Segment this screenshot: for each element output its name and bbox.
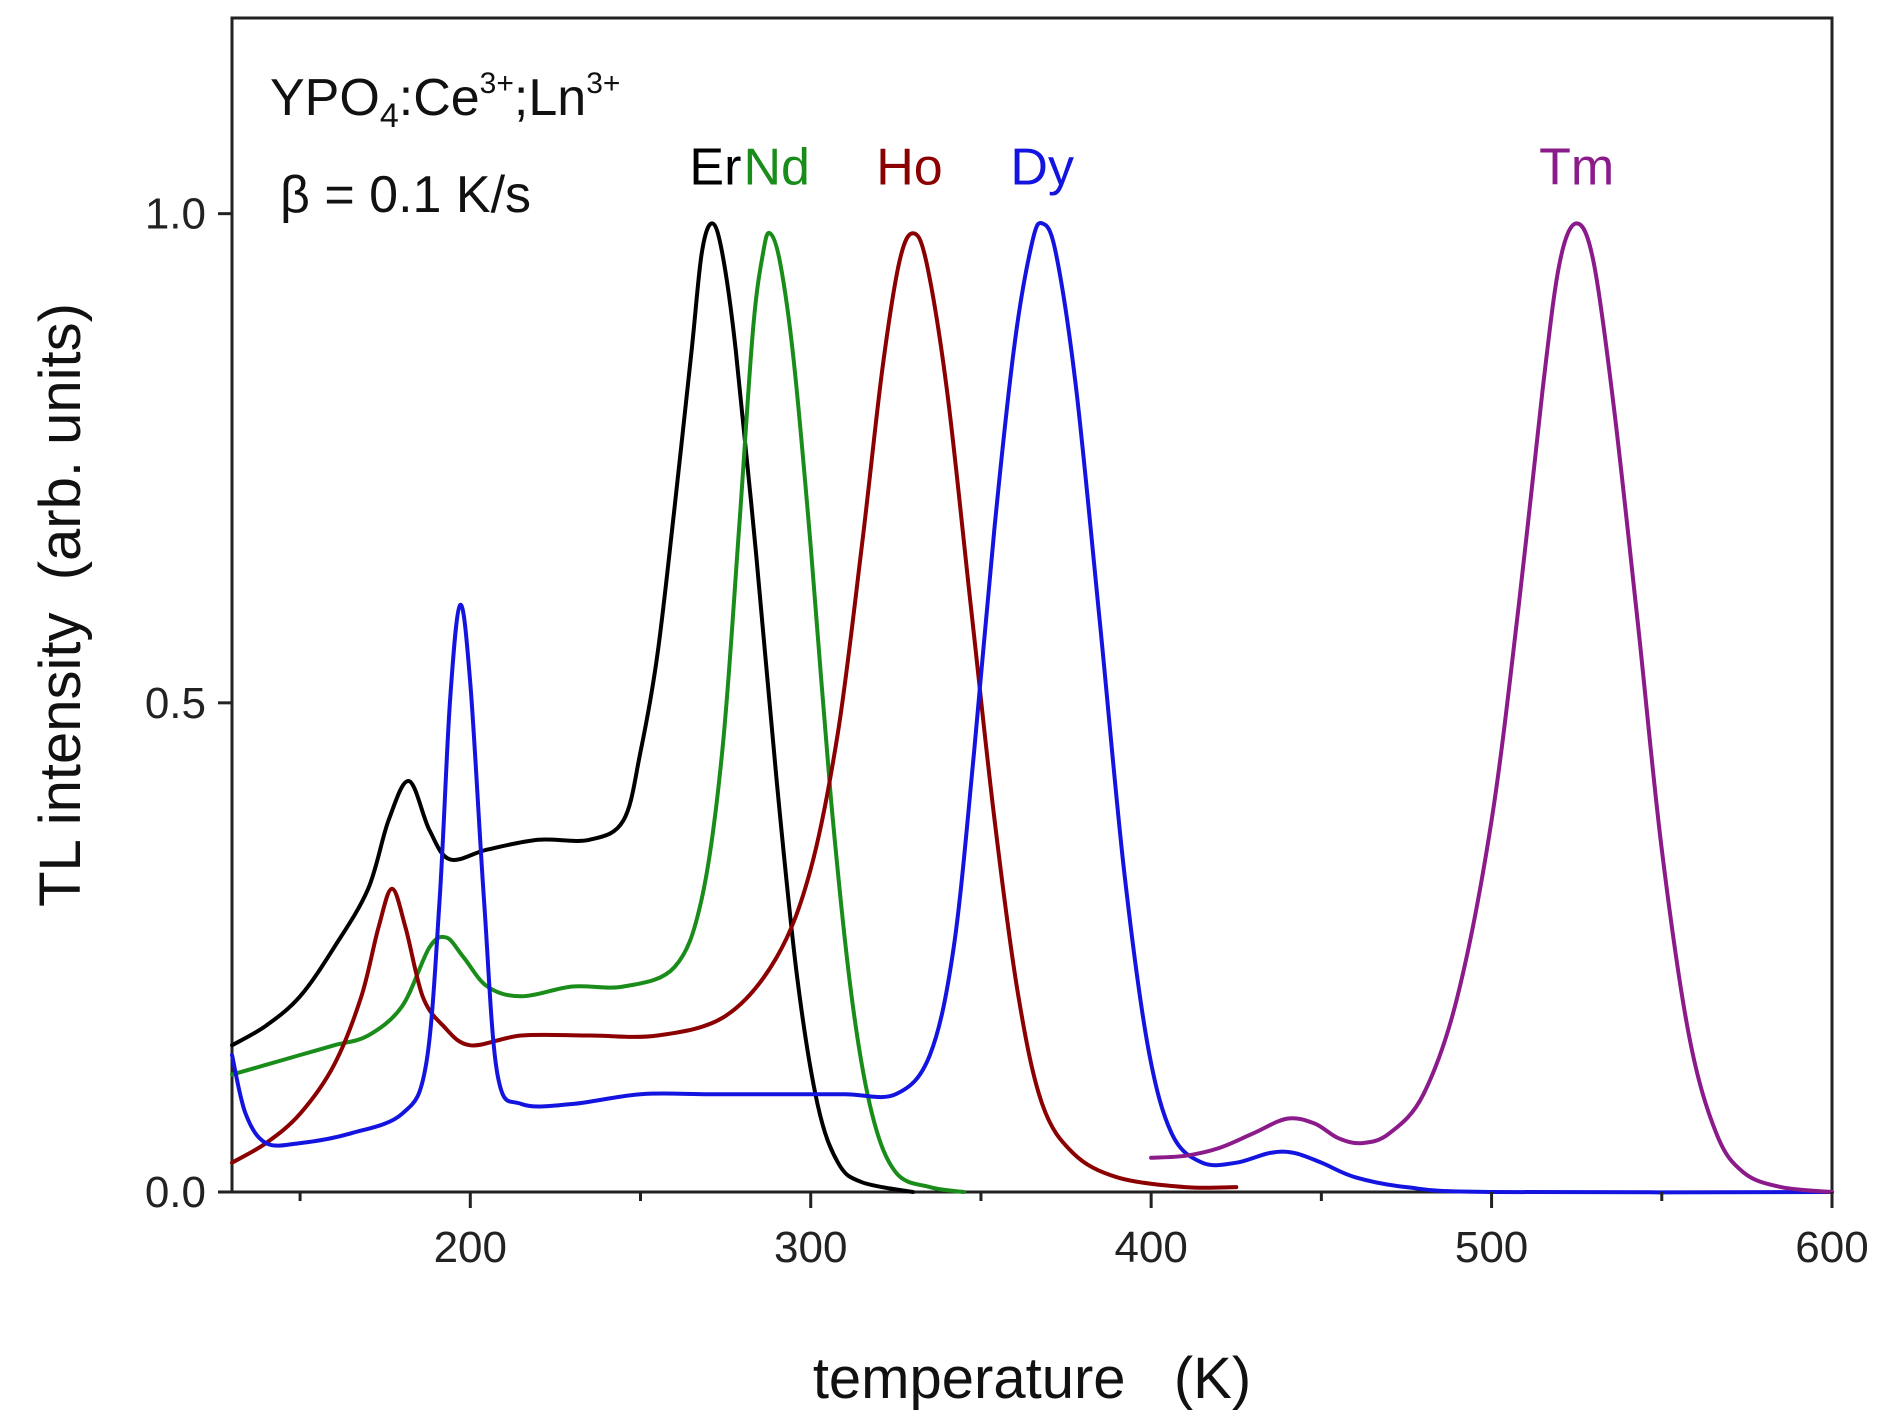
series-line-tm [1149,221,1834,1194]
series-line-ho [230,231,1239,1190]
series-label-nd: Nd [743,138,809,196]
series-label-dy: Dy [1010,138,1074,196]
formula-subscript: 4 [380,97,399,135]
y-axis-title: TL intensity (arb. units) [28,303,93,907]
formula-mid-1: :Ce [399,69,480,127]
x-tick-label: 500 [1455,1223,1528,1272]
formula-superscript-1: 3+ [480,67,514,100]
x-tick-label: 200 [434,1223,507,1272]
formula-superscript-2: 3+ [586,67,620,100]
series-label-tm: Tm [1539,138,1614,196]
x-tick-label: 300 [774,1223,847,1272]
series-line-er [230,221,915,1194]
series-label-er: Er [689,138,741,196]
series-line-nd [230,230,966,1194]
series-line-dy [230,220,1834,1195]
y-tick-label: 1.0 [145,190,206,239]
series-label-ho: Ho [876,138,942,196]
x-axis-title: temperature (K) [813,1346,1251,1411]
y-tick-label: 0.0 [145,1168,206,1217]
x-tick-label: 400 [1114,1223,1187,1272]
heating-rate-annotation: β = 0.1 K/s [280,166,531,224]
y-tick-label: 0.5 [145,679,206,728]
formula-base: YPO [270,69,380,127]
series-label-layer: Er Nd Ho Dy Tm [689,138,1614,196]
formula-mid-2: ;Ln [514,69,586,127]
composition-annotation: YPO4:Ce3+;Ln3+ [270,67,620,135]
x-tick-label: 600 [1795,1223,1868,1272]
series-layer [230,220,1834,1195]
tick-layer: 200 300 400 500 600 0.0 0.5 1.0 [145,190,1869,1272]
plot-frame [230,16,1834,1194]
